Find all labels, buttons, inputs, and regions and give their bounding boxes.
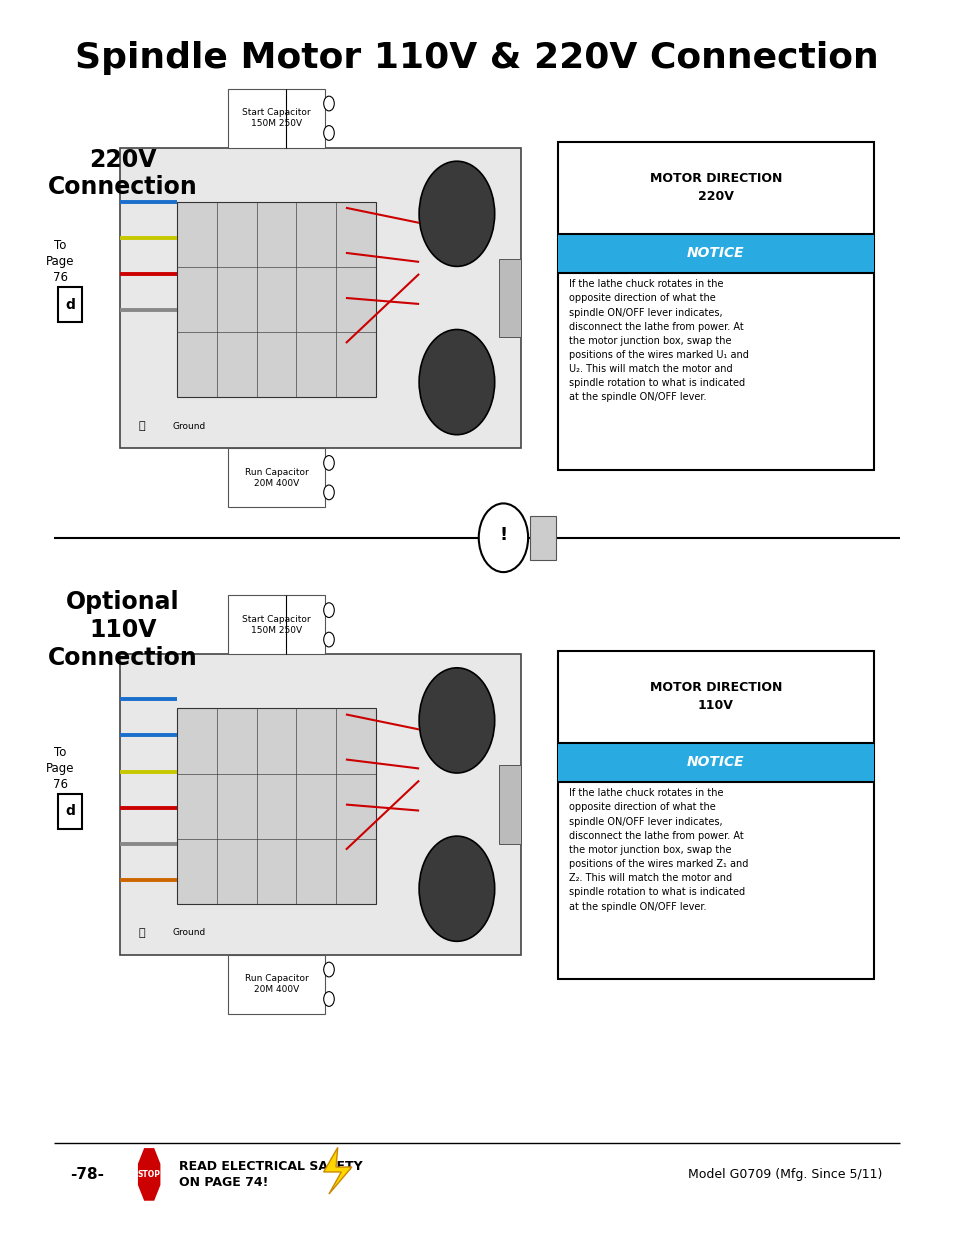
Bar bbox=[498, 259, 520, 337]
Text: MOTOR DIRECTION
220V: MOTOR DIRECTION 220V bbox=[649, 172, 781, 203]
Polygon shape bbox=[323, 1147, 352, 1194]
Text: d: d bbox=[66, 298, 75, 311]
Circle shape bbox=[418, 668, 495, 773]
Text: d: d bbox=[66, 804, 75, 819]
Text: Start Capacitor
150M 250V: Start Capacitor 150M 250V bbox=[242, 109, 311, 128]
Bar bbox=[558, 142, 873, 471]
Bar bbox=[498, 766, 520, 844]
Text: READ ELECTRICAL SAFETY
ON PAGE 74!: READ ELECTRICAL SAFETY ON PAGE 74! bbox=[179, 1160, 362, 1189]
Text: Optional
110V
Connection: Optional 110V Connection bbox=[48, 590, 197, 669]
Circle shape bbox=[323, 992, 334, 1007]
Text: Run Capacitor
20M 400V: Run Capacitor 20M 400V bbox=[244, 468, 308, 488]
Bar bbox=[228, 595, 324, 655]
Bar bbox=[120, 655, 520, 955]
Bar bbox=[558, 233, 873, 273]
Bar bbox=[228, 955, 324, 1014]
Bar bbox=[558, 651, 873, 979]
Bar bbox=[58, 288, 82, 322]
Bar bbox=[228, 448, 324, 508]
Text: STOP: STOP bbox=[137, 1170, 160, 1179]
Text: Start Capacitor
150M 250V: Start Capacitor 150M 250V bbox=[242, 615, 311, 635]
Text: Model G0709 (Mfg. Since 5/11): Model G0709 (Mfg. Since 5/11) bbox=[687, 1168, 882, 1181]
Bar bbox=[58, 794, 82, 829]
Text: NOTICE: NOTICE bbox=[686, 246, 744, 261]
Bar bbox=[558, 742, 873, 782]
Text: To
Page
76: To Page 76 bbox=[46, 240, 74, 284]
Bar bbox=[177, 709, 375, 904]
Text: If the lathe chuck rotates in the
opposite direction of what the
spindle ON/OFF : If the lathe chuck rotates in the opposi… bbox=[568, 279, 748, 403]
Circle shape bbox=[418, 836, 495, 941]
Bar bbox=[228, 89, 324, 148]
Text: 220V
Connection: 220V Connection bbox=[48, 147, 197, 199]
Circle shape bbox=[323, 632, 334, 647]
Polygon shape bbox=[139, 1150, 159, 1199]
Circle shape bbox=[418, 162, 495, 267]
Circle shape bbox=[478, 504, 528, 572]
Circle shape bbox=[323, 96, 334, 111]
Circle shape bbox=[323, 126, 334, 141]
Text: ⏚: ⏚ bbox=[138, 421, 145, 431]
Circle shape bbox=[323, 456, 334, 471]
Text: Spindle Motor 110V & 220V Connection: Spindle Motor 110V & 220V Connection bbox=[75, 41, 878, 75]
Text: Ground: Ground bbox=[172, 929, 206, 937]
Text: Ground: Ground bbox=[172, 421, 206, 431]
Text: -78-: -78- bbox=[70, 1167, 104, 1182]
Text: NOTICE: NOTICE bbox=[686, 756, 744, 769]
Circle shape bbox=[418, 330, 495, 435]
Text: ⏚: ⏚ bbox=[138, 927, 145, 937]
Circle shape bbox=[323, 603, 334, 618]
Text: If the lathe chuck rotates in the
opposite direction of what the
spindle ON/OFF : If the lathe chuck rotates in the opposi… bbox=[568, 788, 747, 911]
Text: !: ! bbox=[498, 526, 507, 545]
Circle shape bbox=[323, 962, 334, 977]
Bar bbox=[529, 516, 556, 559]
Text: To
Page
76: To Page 76 bbox=[46, 746, 74, 790]
Bar bbox=[120, 148, 520, 448]
Bar bbox=[177, 201, 375, 398]
Text: MOTOR DIRECTION
110V: MOTOR DIRECTION 110V bbox=[649, 682, 781, 713]
Circle shape bbox=[323, 485, 334, 500]
Text: Run Capacitor
20M 400V: Run Capacitor 20M 400V bbox=[244, 974, 308, 994]
